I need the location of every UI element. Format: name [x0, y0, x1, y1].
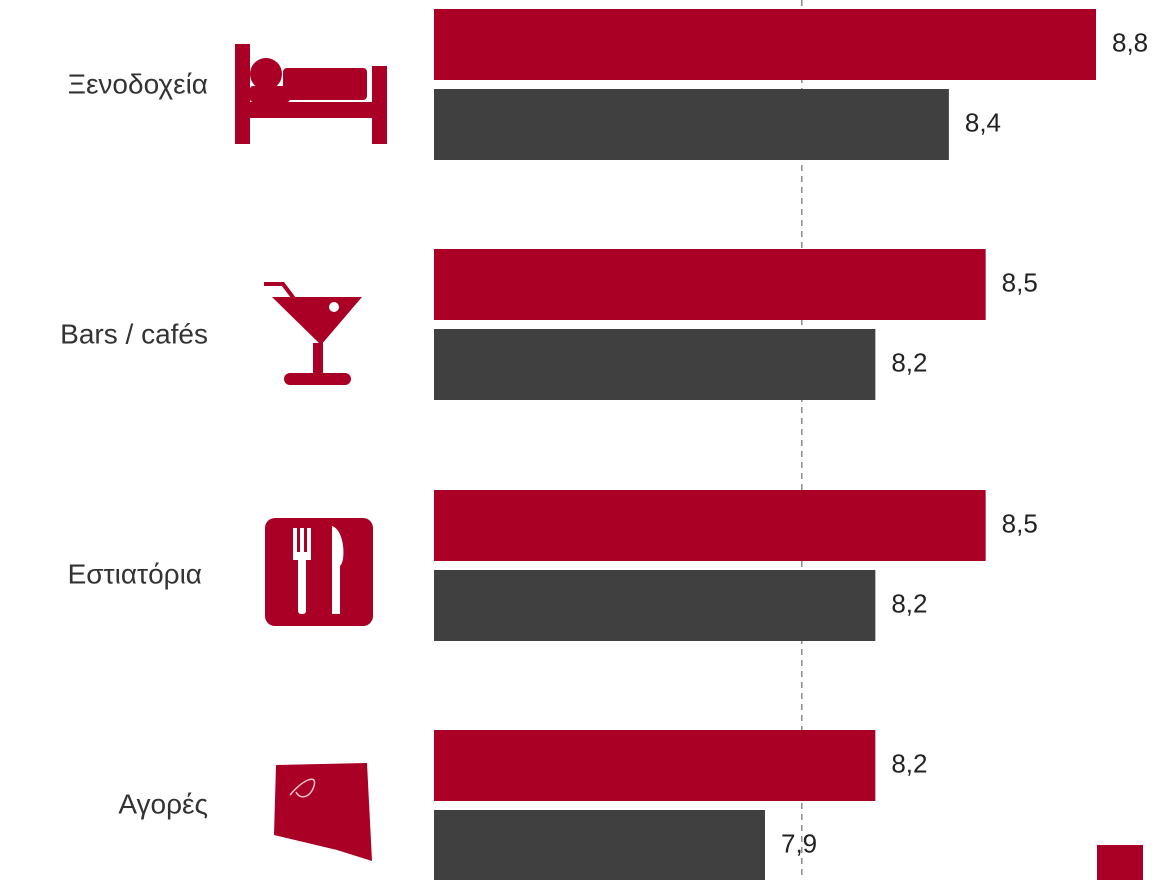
value-label-hotels-series-1: 8,8 [1112, 27, 1148, 57]
shopping-bag-icon [274, 763, 372, 861]
fork-knife-icon [265, 518, 373, 626]
value-label-bars-cafes-series-1: 8,5 [1002, 267, 1038, 297]
bar-shopping-series-1 [434, 730, 876, 801]
value-label-shopping-series-1: 8,2 [891, 748, 927, 778]
bars-group: 8,8 8,4 8,5 8,2 8,5 8,2 8,2 7,9 [434, 9, 1148, 880]
bar-restaurants-series-1 [434, 490, 986, 561]
legend-swatch [1097, 845, 1143, 880]
category-label-restaurants: Εστιατόρια [68, 558, 202, 589]
bar-hotels-series-2 [434, 89, 949, 160]
category-label-bars-cafes: Bars / cafés [60, 318, 208, 349]
value-label-hotels-series-2: 8,4 [965, 107, 1001, 137]
bar-shopping-series-2 [434, 810, 765, 880]
bar-bars-cafes-series-2 [434, 329, 876, 400]
bar-hotels-series-1 [434, 9, 1096, 80]
cocktail-glass-icon [264, 282, 362, 385]
bed-icon [235, 44, 387, 144]
value-label-restaurants-series-2: 8,2 [891, 588, 927, 618]
bar-bars-cafes-series-1 [434, 249, 986, 320]
category-label-hotels: Ξενοδοχεία [68, 68, 208, 99]
value-label-bars-cafes-series-2: 8,2 [891, 347, 927, 377]
value-label-restaurants-series-1: 8,5 [1002, 508, 1038, 538]
value-label-shopping-series-2: 7,9 [781, 828, 817, 858]
category-label-shopping: Αγορές [118, 788, 208, 819]
bar-restaurants-series-2 [434, 570, 876, 641]
